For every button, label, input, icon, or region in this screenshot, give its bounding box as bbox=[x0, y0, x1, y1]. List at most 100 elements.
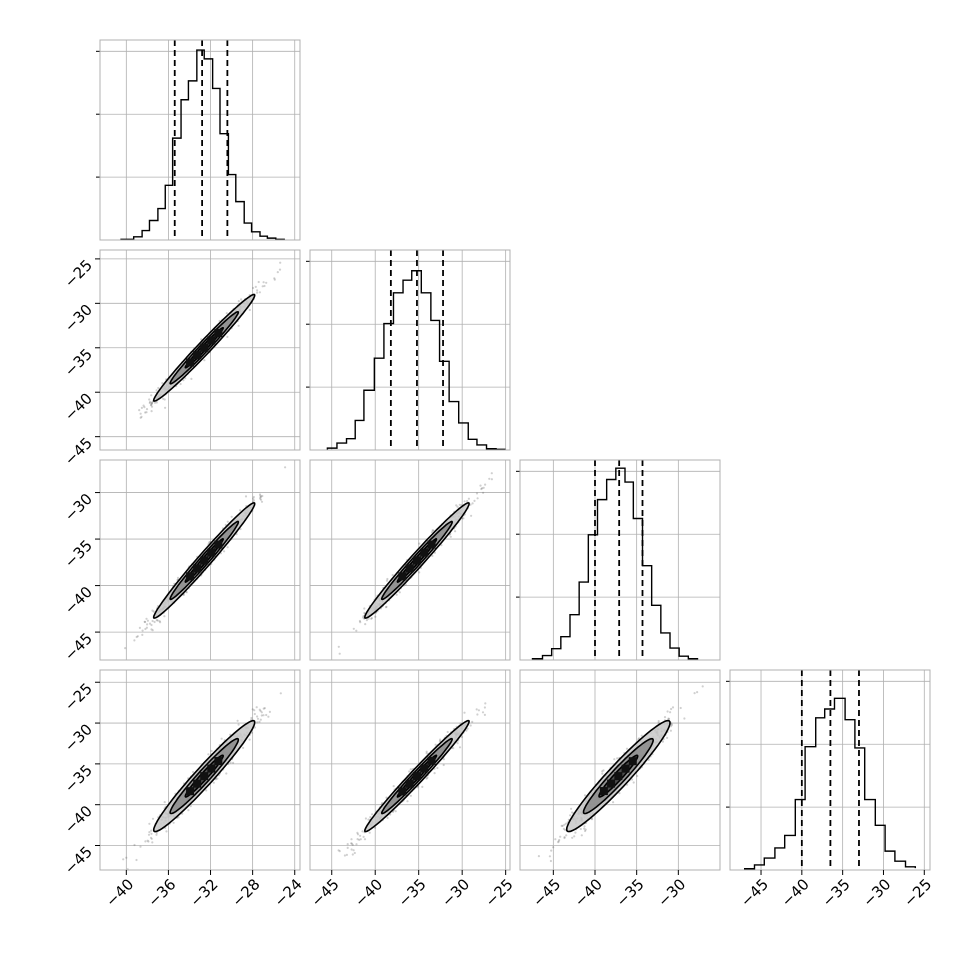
scatter-point bbox=[138, 626, 141, 630]
density-core bbox=[398, 756, 436, 796]
scatter-point bbox=[483, 713, 486, 717]
scatter-point bbox=[350, 842, 353, 845]
scatter-point bbox=[261, 285, 264, 288]
scatter-point bbox=[406, 800, 409, 803]
scatter-point bbox=[463, 500, 466, 503]
scatter-point bbox=[460, 735, 464, 739]
scatter-point bbox=[446, 730, 449, 734]
scatter-point bbox=[208, 541, 211, 544]
scatter-point bbox=[524, 883, 526, 885]
scatter-point bbox=[150, 402, 153, 405]
scatter-point bbox=[671, 706, 675, 709]
scatter-point bbox=[384, 606, 388, 609]
scatter-point bbox=[569, 814, 572, 817]
scatter-point bbox=[295, 663, 297, 665]
scatter-point bbox=[490, 472, 493, 475]
scatter-point bbox=[262, 707, 265, 710]
scatter-point bbox=[426, 776, 429, 779]
hist-frame bbox=[99, 39, 301, 241]
scatter-point bbox=[140, 406, 143, 409]
scatter-point bbox=[579, 827, 582, 831]
scatter-point bbox=[359, 621, 362, 624]
scatter-point bbox=[216, 777, 219, 780]
hist-panel-0 bbox=[96, 39, 301, 241]
scatter-point bbox=[279, 261, 282, 264]
scatter-point bbox=[279, 692, 282, 695]
scatter-point bbox=[237, 723, 240, 726]
scatter-point bbox=[257, 280, 260, 284]
scatter-point bbox=[458, 746, 462, 749]
scatter-point bbox=[133, 639, 136, 642]
scatter-point bbox=[436, 766, 439, 770]
scatter-point bbox=[552, 846, 555, 849]
scatter-panel-1-0 bbox=[99, 249, 301, 451]
scatter-point bbox=[590, 818, 594, 821]
scatter-point bbox=[483, 706, 486, 709]
scatter-point bbox=[385, 579, 389, 582]
scatter-point bbox=[484, 483, 487, 486]
scatter-point bbox=[666, 710, 669, 713]
scatter-point bbox=[370, 617, 373, 620]
scatter-point bbox=[259, 498, 263, 501]
scatter-point bbox=[145, 408, 149, 411]
density-block bbox=[412, 772, 421, 781]
scatter-point bbox=[670, 723, 674, 727]
scatter-point bbox=[584, 829, 587, 833]
scatter-point bbox=[223, 550, 226, 553]
scatter-point bbox=[182, 593, 185, 597]
scatter-point bbox=[155, 619, 158, 622]
scatter-point bbox=[418, 542, 421, 545]
scatter-panel-3-2 bbox=[519, 669, 721, 885]
x-tick-label: −24 bbox=[271, 875, 306, 910]
scatter-point bbox=[141, 633, 144, 637]
scatter-point bbox=[244, 495, 248, 498]
scatter-point bbox=[367, 617, 370, 620]
scatter-point bbox=[150, 832, 153, 835]
scatter-point bbox=[571, 811, 574, 814]
scatter-point bbox=[670, 722, 673, 725]
scatter-point bbox=[144, 627, 147, 631]
scatter-point bbox=[190, 377, 193, 380]
scatter-point bbox=[669, 711, 672, 714]
scatter-point bbox=[482, 491, 485, 494]
scatter-point bbox=[251, 708, 254, 711]
scatter-point bbox=[613, 758, 616, 761]
scatter-point bbox=[481, 711, 485, 714]
scatter-point bbox=[361, 830, 364, 833]
scatter-point bbox=[374, 615, 377, 618]
x-tick-label: −40 bbox=[102, 875, 137, 910]
scatter-point bbox=[392, 785, 395, 788]
scatter-point bbox=[284, 466, 287, 469]
scatter-point bbox=[482, 486, 485, 489]
density-block bbox=[420, 548, 429, 557]
scatter-point bbox=[153, 620, 156, 624]
scatter-point bbox=[573, 835, 576, 838]
scatter-point bbox=[394, 810, 397, 813]
scatter-point bbox=[152, 610, 155, 613]
density-block bbox=[214, 757, 223, 766]
scatter-point bbox=[346, 843, 349, 846]
y-tick-label: −40 bbox=[61, 390, 96, 425]
scatter-point bbox=[469, 724, 472, 727]
scatter-point bbox=[467, 497, 470, 500]
x-tick-label: −30 bbox=[859, 875, 894, 910]
scatter-point bbox=[561, 824, 564, 828]
scatter-point bbox=[273, 278, 276, 281]
density-block bbox=[420, 764, 429, 773]
density-block bbox=[628, 757, 637, 766]
scatter-point bbox=[150, 410, 153, 413]
y-tick-label: −35 bbox=[61, 536, 96, 571]
scatter-point bbox=[358, 619, 361, 623]
scatter-point bbox=[362, 835, 365, 839]
scatter-point bbox=[350, 842, 353, 845]
scatter-point bbox=[374, 826, 377, 829]
scatter-point bbox=[156, 619, 159, 622]
scatter-point bbox=[263, 707, 266, 710]
scatter-point bbox=[351, 843, 354, 847]
scatter-point bbox=[418, 571, 421, 574]
y-tick-label: −30 bbox=[61, 301, 96, 336]
scatter-point bbox=[458, 503, 461, 506]
scatter-point bbox=[229, 761, 232, 764]
scatter-point bbox=[583, 794, 587, 797]
